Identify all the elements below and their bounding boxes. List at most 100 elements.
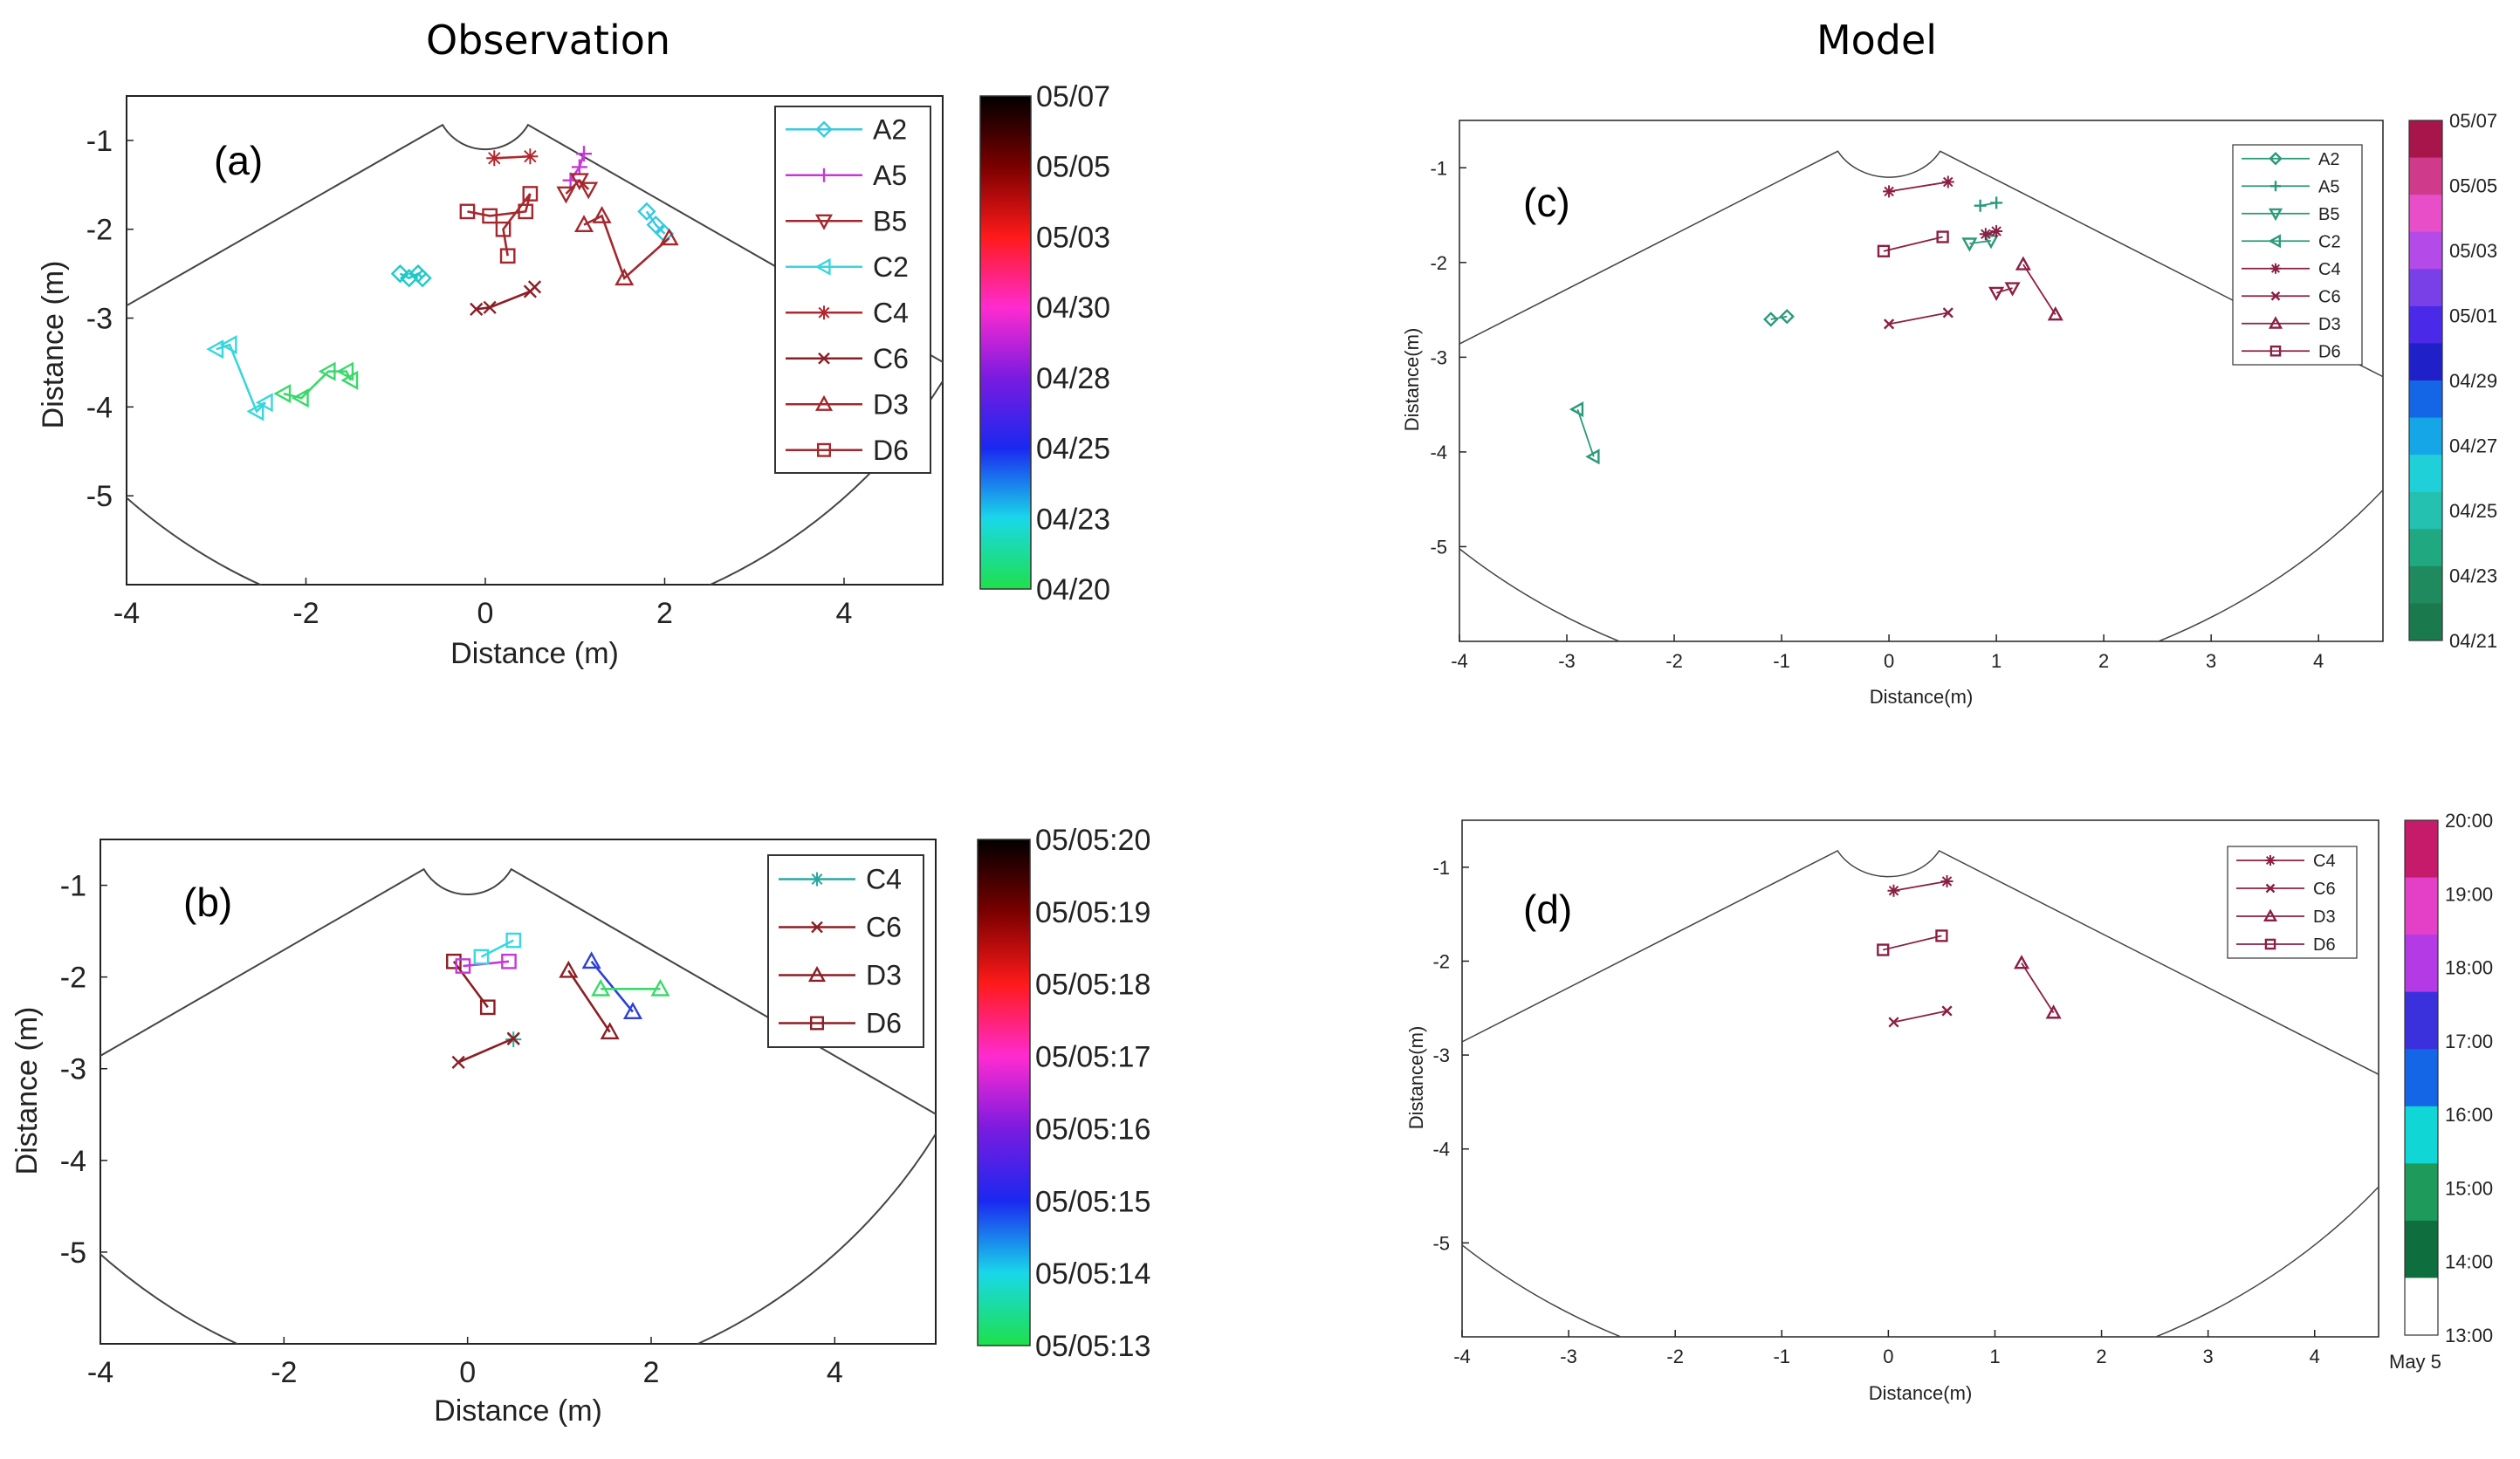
colorbar-band — [2405, 1277, 2438, 1336]
y-tick-label: -3 — [60, 1053, 86, 1086]
series-line — [1883, 236, 1943, 252]
legend-marker — [818, 352, 830, 365]
data-point — [1887, 884, 1900, 897]
data-point — [579, 182, 599, 200]
series-line — [1576, 408, 1595, 457]
legend: C4 C6 D3 D6 — [767, 854, 924, 1048]
data-point — [255, 393, 273, 413]
data-point — [482, 208, 498, 224]
colorbar-tick-label: 05/05:16 — [1035, 1113, 1150, 1146]
sonar-fan-outline — [1462, 850, 2379, 1337]
x-tick-label: 3 — [2203, 1346, 2214, 1367]
legend-label: C4 — [866, 864, 902, 895]
series-line — [1888, 181, 1948, 193]
series-d3 — [2015, 256, 2063, 321]
legend-box — [2227, 846, 2358, 959]
data-point — [495, 221, 512, 237]
legend-label: C6 — [2313, 880, 2336, 899]
y-tick-label: -3 — [1430, 346, 1447, 368]
legend-marker — [2269, 152, 2283, 166]
data-point — [591, 978, 611, 997]
y-tick-label: -4 — [60, 1145, 86, 1178]
data-point — [1974, 199, 1987, 212]
x-tick-label: -4 — [113, 597, 140, 630]
y-tick-label: -2 — [1430, 252, 1447, 274]
data-point — [615, 268, 635, 286]
colorbar-tick-label: 04/25 — [1036, 433, 1110, 466]
x-axis-label: Distance (m) — [450, 637, 619, 670]
x-tick-label: 4 — [827, 1356, 843, 1389]
data-point — [600, 1022, 620, 1040]
data-point — [576, 146, 593, 162]
data-point — [2004, 282, 2021, 297]
data-point — [2045, 1004, 2062, 1019]
legend-marker — [2265, 883, 2276, 894]
x-tick-label: 0 — [459, 1356, 476, 1389]
data-point — [470, 302, 484, 316]
data-point — [1990, 196, 2003, 209]
series-d6 — [459, 186, 539, 264]
series-a5 — [562, 146, 593, 188]
sonar-fan-outline — [127, 123, 943, 585]
colorbar-tick-label: 04/25 — [2449, 500, 2497, 522]
x-tick-label: -4 — [1451, 650, 1468, 672]
colorbar-tick-label: 04/23 — [2449, 565, 2497, 587]
panel-d: -4 -3 -2 -1 0 1 2 3 4 -1 -2 -3 -4 -5 Distance(m) Distan… — [1405, 810, 2493, 1404]
colorbar-band — [2409, 380, 2442, 419]
y-tick-label: -1 — [60, 870, 86, 903]
legend-label: D3 — [866, 960, 902, 991]
legend-label: C6 — [866, 912, 902, 943]
data-point — [1979, 228, 1992, 241]
y-axis-label: Distance(m) — [1405, 1026, 1427, 1130]
legend-label: C4 — [873, 297, 909, 328]
colorbar-band — [2409, 565, 2442, 604]
data-point — [650, 978, 670, 997]
colorbar-tick-label: 18:00 — [2445, 957, 2493, 979]
legend-marker — [2264, 938, 2276, 950]
colorbar-tick-label: 17:00 — [2445, 1031, 2493, 1052]
x-tick-label: -1 — [1773, 1346, 1790, 1367]
colorbar-ramp — [979, 95, 1032, 590]
x-tick-label: 2 — [2098, 650, 2109, 672]
colorbar-ramp — [977, 839, 1031, 1346]
panel-label: (b) — [183, 880, 232, 925]
legend-label: D6 — [2318, 342, 2341, 361]
y-tick-label: -3 — [1432, 1045, 1450, 1066]
colorbar-tick-label: 04/21 — [2449, 630, 2497, 652]
data-point — [459, 203, 476, 220]
data-point — [1569, 401, 1584, 418]
data-point — [569, 173, 589, 191]
legend-marker — [817, 442, 832, 457]
colorbar-band — [2409, 491, 2442, 530]
series-a2 — [1763, 308, 1795, 327]
legend-marker — [2268, 208, 2283, 222]
panel-b: -4 -2 0 2 4 -1 -2 -3 -4 -5 Distance (m) Distance (m… — [10, 824, 1150, 1428]
x-tick-label: -2 — [1665, 650, 1683, 672]
data-point — [483, 300, 497, 314]
colorbar-tick-label: 04/30 — [1036, 291, 1110, 325]
legend-label: A2 — [2318, 150, 2339, 169]
colorbar-band — [2409, 305, 2442, 344]
panel-a: -4 -2 0 2 4 -1 -2 -3 -4 -5 Distance (m) Distance (m… — [37, 80, 1110, 670]
series-c4 — [1887, 874, 1954, 897]
colorbar-band — [2409, 603, 2442, 641]
legend-label: B5 — [873, 205, 907, 236]
legend-marker — [814, 394, 834, 411]
legend-marker — [2268, 234, 2282, 249]
data-point — [506, 1031, 520, 1045]
axes-frame — [1459, 120, 2384, 642]
data-point — [486, 150, 503, 167]
legend-label: C6 — [2318, 287, 2341, 306]
series-c4 — [1883, 175, 1954, 198]
series-d3 — [2013, 955, 2062, 1019]
x-tick-label: 4 — [836, 597, 853, 630]
colorbar: 05/05:20 05/05:19 05/05:18 05/05:17 05/05:16… — [977, 824, 1150, 1363]
series-line — [467, 193, 532, 257]
y-tick-label: -1 — [86, 125, 113, 158]
x-tick-label: 4 — [2313, 650, 2324, 672]
data-point — [1585, 449, 1600, 465]
series-line — [590, 960, 634, 1013]
y-axis-label: Distance (m) — [10, 1007, 44, 1175]
colorbar-band — [2409, 343, 2442, 381]
